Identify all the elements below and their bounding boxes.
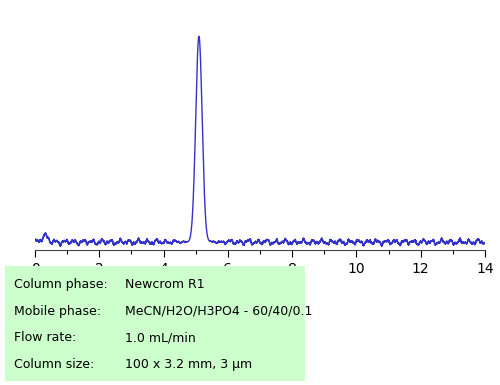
Text: MeCN/H2O/H3PO4 - 60/40/0.1: MeCN/H2O/H3PO4 - 60/40/0.1 (125, 305, 312, 318)
Text: Flow rate:: Flow rate: (14, 331, 76, 344)
FancyBboxPatch shape (5, 266, 305, 381)
Text: Newcrom R1: Newcrom R1 (125, 278, 204, 291)
Text: 1.0 mL/min: 1.0 mL/min (125, 331, 196, 344)
Text: Mobile phase:: Mobile phase: (14, 305, 101, 318)
Text: Column size:: Column size: (14, 358, 94, 371)
Text: 100 x 3.2 mm, 3 μm: 100 x 3.2 mm, 3 μm (125, 358, 252, 371)
Text: Column phase:: Column phase: (14, 278, 108, 291)
